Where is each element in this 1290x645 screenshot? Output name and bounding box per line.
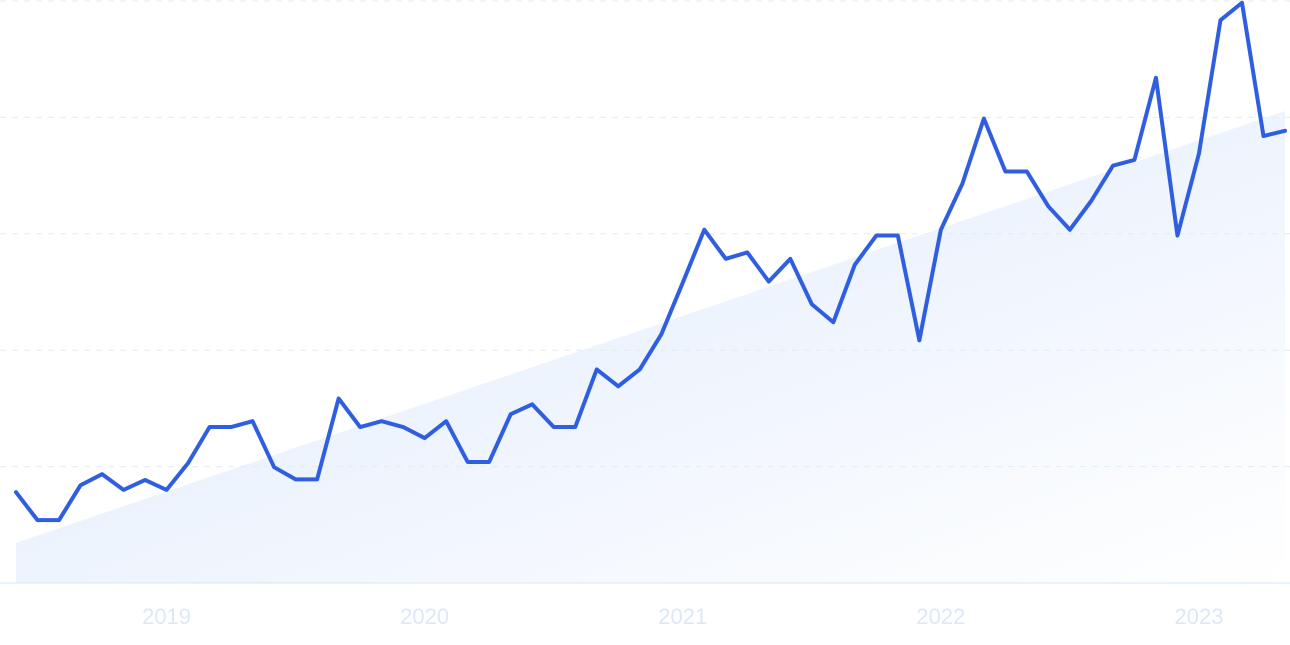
x-tick-label: 2019 (142, 604, 191, 629)
x-tick-label: 2021 (658, 604, 707, 629)
data-line (14, 0, 1287, 523)
trend-area (16, 110, 1285, 584)
x-tick-label: 2022 (916, 604, 965, 629)
x-tick-label: 2023 (1174, 604, 1223, 629)
x-tick-label: 2020 (400, 604, 449, 629)
